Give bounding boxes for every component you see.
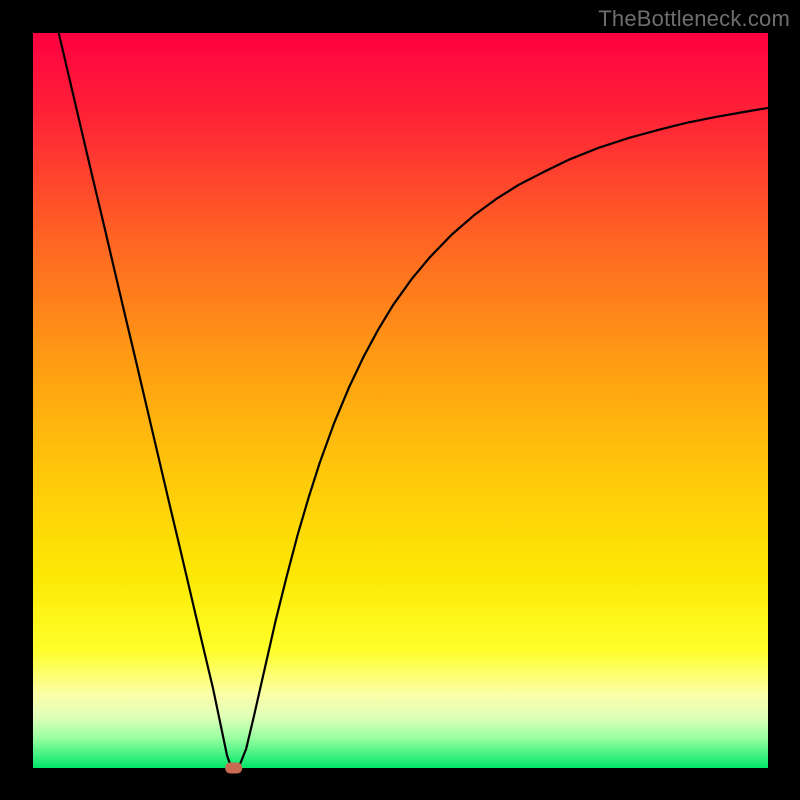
bottleneck-chart [0, 0, 800, 800]
chart-container: { "watermark": "TheBottleneck.com", "cha… [0, 0, 800, 800]
